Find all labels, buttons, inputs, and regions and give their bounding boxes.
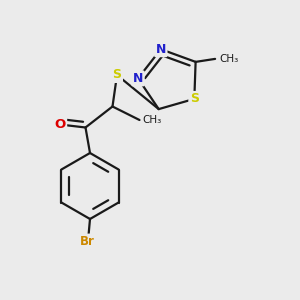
- Text: N: N: [133, 72, 143, 85]
- Text: CH₃: CH₃: [220, 54, 239, 64]
- Text: S: S: [190, 92, 199, 105]
- Text: CH₃: CH₃: [142, 115, 162, 125]
- Text: S: S: [112, 68, 122, 82]
- Text: N: N: [156, 43, 166, 56]
- Text: O: O: [54, 118, 66, 131]
- Text: Br: Br: [80, 235, 94, 248]
